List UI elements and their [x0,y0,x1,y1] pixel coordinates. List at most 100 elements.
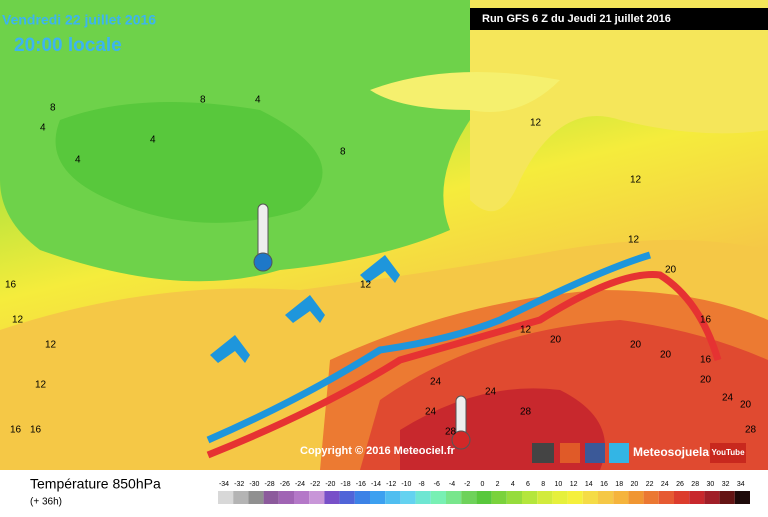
legend-tick-label: 32 [722,481,730,488]
legend-tick-label: -32 [234,481,244,488]
contour-label: 24 [425,407,437,418]
legend-tick-label: -16 [356,481,366,488]
legend-swatch [582,491,598,504]
contour-label: 12 [628,235,640,246]
legend-tick-label: 26 [676,481,684,488]
contour-label: 12 [12,315,24,326]
copyright: Copyright © 2016 Meteociel.fr [300,445,456,457]
legend-swatch [339,491,355,504]
legend-swatch [537,491,553,504]
contour-label: 16 [10,425,22,436]
legend-swatch [415,491,431,504]
legend-tick-label: -30 [249,481,259,488]
legend-tick-label: 20 [631,481,639,488]
legend-swatch [658,491,674,504]
run-info: Run GFS 6 Z du Jeudi 21 juillet 2016 [482,13,671,25]
contour-label: 16 [5,280,17,291]
legend-tick-label: -8 [418,481,424,488]
legend-swatch [674,491,690,504]
brand[interactable]: Meteosojuela [633,445,709,459]
wind-chevrons [210,255,400,363]
legend-tick-label: -26 [280,481,290,488]
legend-tick-label: 10 [555,481,563,488]
legend-swatch [689,491,705,504]
legend-swatch [309,491,325,504]
contour-label: 28 [520,407,532,418]
social-icons [532,443,746,463]
contour-label: 4 [40,123,46,134]
legend-swatch [734,491,750,504]
legend-tick-label: -20 [325,481,335,488]
contour-label: 8 [340,147,346,158]
legend-tick-label: -10 [401,481,411,488]
legend-swatch [506,491,522,504]
contour-label: 16 [700,315,712,326]
cool-core [55,102,323,223]
legend-swatch [476,491,492,504]
legend-tick-label: -2 [464,481,470,488]
legend-tick-label: 30 [707,481,715,488]
legend-tick-label: -4 [449,481,455,488]
legend-tick-label: 2 [496,481,500,488]
legend-swatch [628,491,644,504]
legend-swatch [598,491,614,504]
north-band [370,72,560,112]
legend-swatch [218,491,234,504]
legend-tick-label: 18 [615,481,623,488]
legend-swatch [643,491,659,504]
legend-tick-label: 24 [661,481,669,488]
legend-tick-label: 4 [511,481,515,488]
legend-tick-label: 22 [646,481,654,488]
legend-tick-label: 28 [691,481,699,488]
legend-tick-label: -24 [295,481,305,488]
legend-tick-label: -34 [219,481,229,488]
legend-swatch [567,491,583,504]
legend-swatch [719,491,735,504]
youtube-label[interactable]: YouTube [711,448,745,457]
legend-swatch [491,491,507,504]
contour-label: 12 [360,280,372,291]
legend-swatch [370,491,386,504]
legend-tick-label: -14 [371,481,381,488]
map-time: 20:00 locale [14,35,122,56]
contour-label: 4 [255,95,261,106]
legend-swatch [248,491,264,504]
north-region [470,0,768,212]
legend-tick-label: -28 [265,481,275,488]
contour-label: 20 [550,335,562,346]
legend-swatch [704,491,720,504]
contour-label: 20 [630,340,642,351]
legend-tick-label: 12 [570,481,578,488]
contour-label: 24 [430,377,442,388]
contour-label: 16 [30,425,42,436]
contour-label: 8 [50,103,56,114]
legend-swatch [552,491,568,504]
legend-tick-label: -18 [341,481,351,488]
legend-swatch [278,491,294,504]
legend-swatch [400,491,416,504]
lead-time: (+ 36h) [30,497,62,508]
warm-front-line [206,271,722,459]
contour-label: 8 [200,95,206,106]
legend-tick-label: 34 [737,481,745,488]
contour-label: 4 [150,135,156,146]
legend-swatch [430,491,446,504]
legend-swatch [461,491,477,504]
legend-tick-label: 14 [585,481,593,488]
contour-label: 20 [700,375,712,386]
contour-label: 12 [520,325,532,336]
contour-label: 28 [445,427,457,438]
legend-tick-label: 16 [600,481,608,488]
map-title: Vendredi 22 juillet 2016 [2,12,156,28]
legend-tick-label: -12 [386,481,396,488]
contour-label: 20 [660,350,672,361]
thermometer-hot [451,395,471,450]
legend-swatch [294,491,310,504]
legend-swatch [522,491,538,504]
legend-swatch [613,491,629,504]
contour-label: 12 [35,380,47,391]
run-banner [470,8,768,30]
contour-label: 12 [530,118,542,129]
